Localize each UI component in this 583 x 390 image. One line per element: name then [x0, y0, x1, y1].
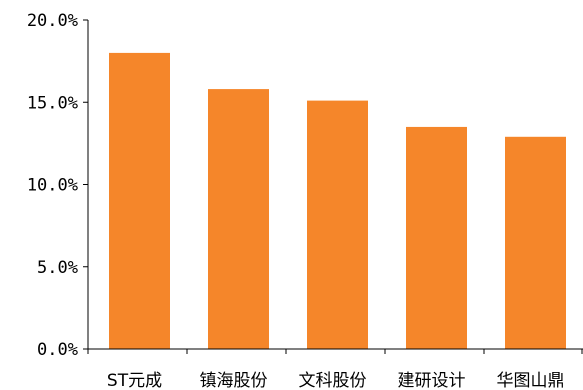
- y-axis-ticks: 0.0% 5.0% 10.0% 15.0% 20.0%: [27, 11, 88, 360]
- x-tick-label: 华图山鼎: [497, 371, 565, 390]
- y-tick-label: 10.0%: [27, 176, 78, 196]
- y-tick-label: 15.0%: [27, 93, 78, 113]
- y-tick-label: 5.0%: [37, 258, 78, 278]
- y-tick-label: 0.0%: [37, 340, 78, 360]
- x-axis-ticks: [87, 349, 583, 354]
- x-tick-label: 镇海股份: [200, 371, 268, 390]
- bar: [505, 136, 566, 349]
- bar: [208, 89, 269, 349]
- x-tick-label: 文科股份: [299, 371, 367, 390]
- bars: [109, 52, 566, 350]
- bar: [307, 100, 368, 349]
- x-tick-label: ST元成: [107, 371, 162, 390]
- bar: [406, 126, 467, 349]
- x-tick-label: 建研设计: [398, 371, 466, 390]
- y-tick-label: 20.0%: [27, 11, 78, 31]
- bar: [109, 52, 170, 350]
- x-axis-labels: ST元成 镇海股份 文科股份 建研设计 华图山鼎: [107, 371, 565, 390]
